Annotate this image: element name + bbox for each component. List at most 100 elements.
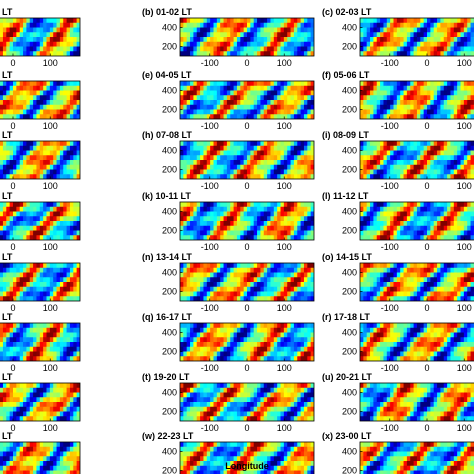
heatmap-cell — [73, 41, 78, 48]
heatmap-cell — [180, 41, 184, 48]
heatmap-cell — [376, 22, 381, 29]
heatmap-cell — [380, 291, 385, 297]
heatmap-cell — [310, 95, 314, 101]
heatmap-cell — [310, 141, 314, 147]
heatmap-cell — [290, 51, 295, 56]
heatmap-cell — [73, 150, 78, 156]
heatmap-cell — [443, 230, 448, 236]
heatmap-cell — [363, 27, 368, 33]
heatmap-cell — [447, 18, 452, 24]
heatmap-cell — [386, 22, 391, 29]
heatmap-cell — [380, 160, 385, 166]
heatmap-cell — [406, 81, 411, 87]
heatmap-cell — [390, 104, 395, 111]
heatmap-cell — [376, 104, 381, 111]
heatmap-cell — [206, 150, 211, 156]
heatmap-cell — [240, 155, 245, 161]
heatmap-cell — [247, 221, 251, 227]
heatmap-cell — [257, 46, 261, 52]
heatmap-cell — [416, 85, 421, 92]
heatmap-cell — [413, 230, 418, 236]
heatmap-cell — [63, 109, 68, 115]
heatmap-cell — [23, 164, 27, 171]
heatmap-cell — [420, 100, 425, 106]
heatmap-cell — [406, 145, 411, 152]
heatmap-cell — [300, 114, 305, 119]
heatmap-cell — [36, 202, 41, 208]
heatmap-cell — [467, 169, 472, 175]
heatmap-cell — [430, 272, 435, 278]
heatmap-cell — [19, 46, 24, 52]
heatmap-cell — [220, 104, 225, 111]
heatmap-cell — [193, 109, 198, 115]
heatmap-cell — [220, 41, 225, 48]
heatmap-cell — [293, 155, 298, 161]
heatmap-cell — [253, 90, 258, 96]
heatmap-cell — [186, 22, 191, 29]
heatmap-cell — [433, 141, 438, 147]
heatmap-cell — [220, 202, 225, 208]
heatmap-cell — [257, 51, 261, 56]
heatmap-cell — [236, 85, 241, 92]
heatmap-cell — [270, 202, 275, 208]
heatmap-cell — [396, 272, 401, 278]
heatmap-cell — [63, 202, 68, 208]
heatmap-cell — [403, 272, 408, 278]
heatmap-cell — [373, 90, 378, 96]
heatmap-cell — [287, 32, 292, 38]
heatmap-cell — [280, 216, 285, 222]
heatmap-cell — [6, 202, 11, 208]
panel-label: LT — [2, 7, 13, 17]
heatmap-cell — [210, 37, 215, 43]
heatmap-cell — [49, 81, 54, 87]
heatmap-cell — [283, 18, 288, 24]
heatmap-cell — [53, 230, 58, 236]
heatmap-cell — [243, 95, 248, 101]
heatmap-cell — [16, 22, 21, 29]
heatmap-cell — [196, 230, 201, 236]
heatmap-cell — [19, 267, 24, 274]
heatmap-cell — [53, 286, 58, 293]
heatmap-cell — [69, 277, 74, 283]
heatmap-cell — [247, 32, 251, 38]
heatmap-cell — [59, 174, 64, 179]
heatmap-cell — [406, 37, 411, 43]
heatmap-cell — [240, 95, 245, 101]
heatmap-cell — [447, 206, 452, 213]
heatmap-cell — [19, 235, 24, 240]
heatmap-cell — [423, 37, 428, 43]
heatmap-cell — [410, 296, 415, 301]
heatmap-cell — [43, 141, 48, 147]
heatmap-cell — [26, 141, 31, 147]
heatmap-cell — [273, 164, 278, 171]
heatmap-cell — [66, 296, 71, 301]
y-tick-label: 400 — [342, 146, 357, 156]
heatmap-cell — [300, 145, 305, 152]
heatmap-cell — [380, 206, 385, 213]
heatmap-cell — [39, 296, 44, 301]
heatmap-cell — [230, 100, 235, 106]
heatmap-cell — [443, 22, 448, 29]
heatmap-cell — [386, 109, 391, 115]
heatmap-cell — [440, 22, 445, 29]
heatmap-cell — [213, 235, 218, 240]
heatmap-cell — [250, 150, 255, 156]
heatmap-cell — [380, 95, 385, 101]
heatmap-cell — [423, 155, 428, 161]
heatmap-cell — [257, 37, 261, 43]
heatmap-cell — [303, 286, 308, 293]
heatmap-cell — [297, 174, 302, 179]
heatmap-cell — [200, 169, 205, 175]
heatmap-cell — [270, 18, 275, 24]
heatmap-cell — [400, 41, 405, 48]
heatmap-cell — [39, 18, 44, 24]
heatmap-cell — [56, 95, 61, 101]
heatmap-cell — [380, 85, 385, 92]
heatmap-cell — [393, 225, 398, 232]
heatmap-cell — [416, 282, 421, 288]
heatmap-cell — [226, 291, 231, 297]
heatmap-cell — [380, 51, 385, 56]
heatmap-cell — [16, 277, 21, 283]
heatmap-cell — [230, 230, 235, 236]
heatmap-cell — [183, 100, 188, 106]
